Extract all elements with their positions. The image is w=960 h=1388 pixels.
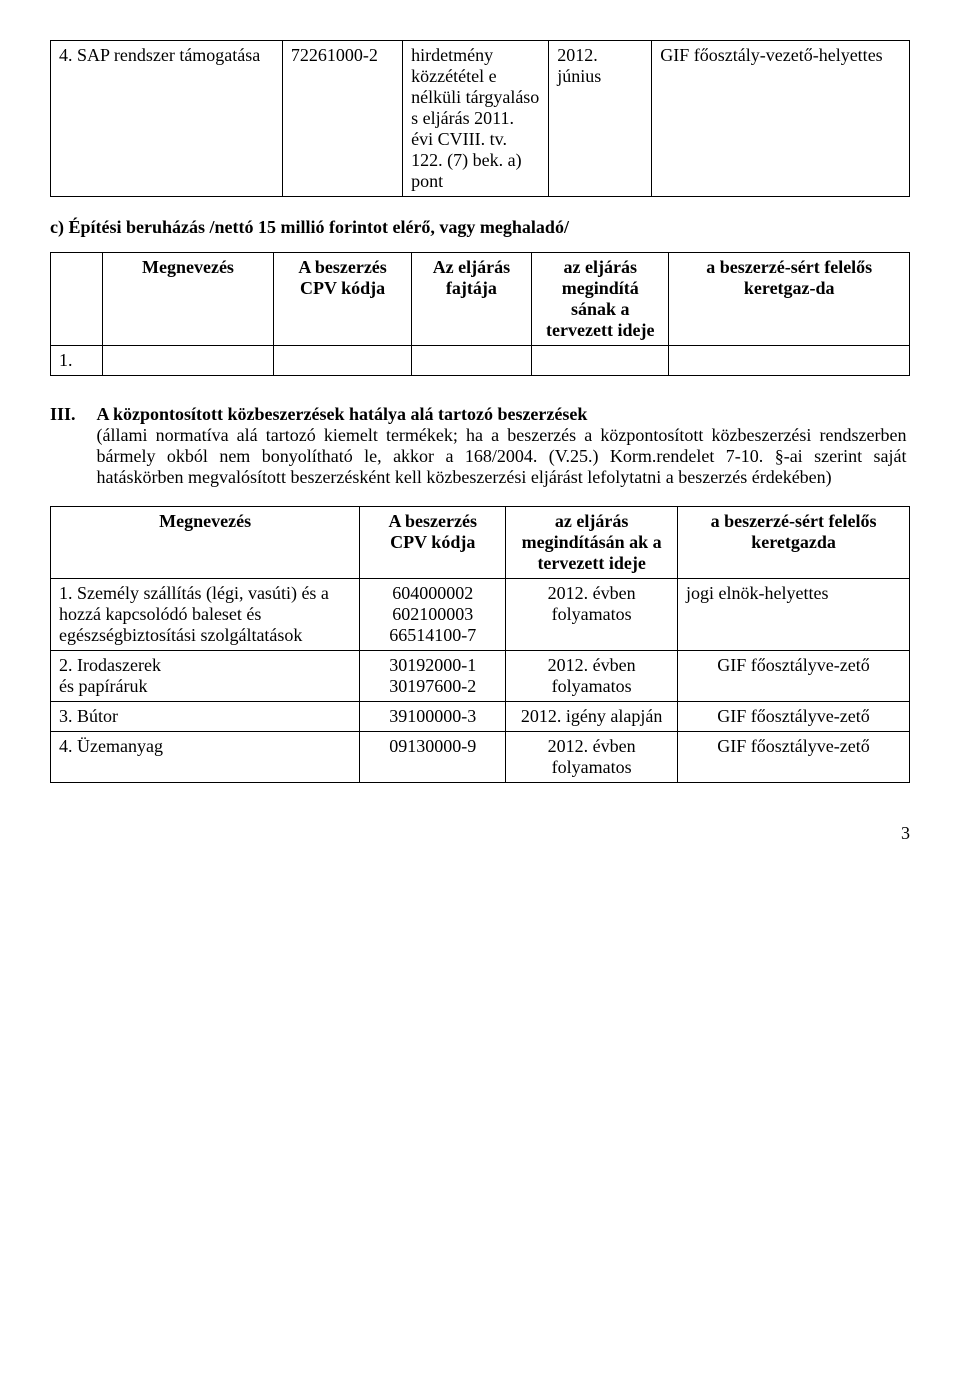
header-resp: a beszerzé-sért felelős keretgazda <box>678 507 910 579</box>
cell-name: 1. Személy szállítás (légi, vasúti) és a… <box>51 579 360 651</box>
section-iii-title: A központosított közbeszerzések hatálya … <box>97 404 588 424</box>
table-row: 1. Személy szállítás (légi, vasúti) és a… <box>51 579 910 651</box>
header-name: Megnevezés <box>102 253 274 346</box>
cell-cpv: 30192000-1 30197600-2 <box>360 651 506 702</box>
cell-resp: jogi elnök-helyettes <box>678 579 910 651</box>
header-date: az eljárás megindítá sának a tervezett i… <box>532 253 669 346</box>
header-proc: Az eljárás fajtája <box>411 253 531 346</box>
header-resp: a beszerzé-sért felelős keretgaz-da <box>669 253 910 346</box>
cell-date: 2012. igény alapján <box>506 702 678 732</box>
cell <box>669 346 910 376</box>
table-row: 4. Üzemanyag 09130000-9 2012. évben foly… <box>51 732 910 783</box>
cell-resp: GIF főosztályve-zető <box>678 702 910 732</box>
cell-date: 2012. június <box>549 41 652 197</box>
cell-date: 2012. évben folyamatos <box>506 732 678 783</box>
table-row: 4. SAP rendszer támogatása 72261000-2 hi… <box>51 41 910 197</box>
cell-date: 2012. évben folyamatos <box>506 579 678 651</box>
page-number: 3 <box>50 823 910 844</box>
cell-resp: GIF főosztály-vezető-helyettes <box>652 41 910 197</box>
row-num: 1. <box>51 346 103 376</box>
section-iii-text: A központosított közbeszerzések hatálya … <box>97 404 907 488</box>
header-empty <box>51 253 103 346</box>
table-construction: Megnevezés A beszerzés CPV kódja Az eljá… <box>50 252 910 376</box>
header-name: Megnevezés <box>51 507 360 579</box>
cell-proc: hirdetmény közzététel e nélküli tárgyalá… <box>403 41 549 197</box>
cell-name: 4. Üzemanyag <box>51 732 360 783</box>
section-iii-label: III. <box>50 404 92 425</box>
cell-cpv: 09130000-9 <box>360 732 506 783</box>
cell-resp: GIF főosztályve-zető <box>678 732 910 783</box>
cell <box>532 346 669 376</box>
cell <box>411 346 531 376</box>
table-row: 2. Irodaszerek és papíráruk 30192000-1 3… <box>51 651 910 702</box>
cell-name: 4. SAP rendszer támogatása <box>51 41 283 197</box>
cell-cpv: 39100000-3 <box>360 702 506 732</box>
header-date: az eljárás megindításán ak a tervezett i… <box>506 507 678 579</box>
header-cpv: A beszerzés CPV kódja <box>360 507 506 579</box>
cell-name: 3. Bútor <box>51 702 360 732</box>
section-iii: III. A központosított közbeszerzések hat… <box>50 404 910 488</box>
table-row: 3. Bútor 39100000-3 2012. igény alapján … <box>51 702 910 732</box>
table-header-row: Megnevezés A beszerzés CPV kódja az eljá… <box>51 507 910 579</box>
cell-cpv: 604000002 602100003 66514100-7 <box>360 579 506 651</box>
section-iii-body: (állami normatíva alá tartozó kiemelt te… <box>97 425 907 487</box>
cell-name: 2. Irodaszerek és papíráruk <box>51 651 360 702</box>
table-centralized: Megnevezés A beszerzés CPV kódja az eljá… <box>50 506 910 783</box>
cell-date: 2012. évben folyamatos <box>506 651 678 702</box>
table-header-row: Megnevezés A beszerzés CPV kódja Az eljá… <box>51 253 910 346</box>
header-cpv: A beszerzés CPV kódja <box>274 253 411 346</box>
cell-cpv: 72261000-2 <box>282 41 402 197</box>
table-row: 1. <box>51 346 910 376</box>
section-c-title: c) Építési beruházás /nettó 15 millió fo… <box>50 217 910 238</box>
cell <box>274 346 411 376</box>
cell-resp: GIF főosztályve-zető <box>678 651 910 702</box>
cell <box>102 346 274 376</box>
table-sap: 4. SAP rendszer támogatása 72261000-2 hi… <box>50 40 910 197</box>
